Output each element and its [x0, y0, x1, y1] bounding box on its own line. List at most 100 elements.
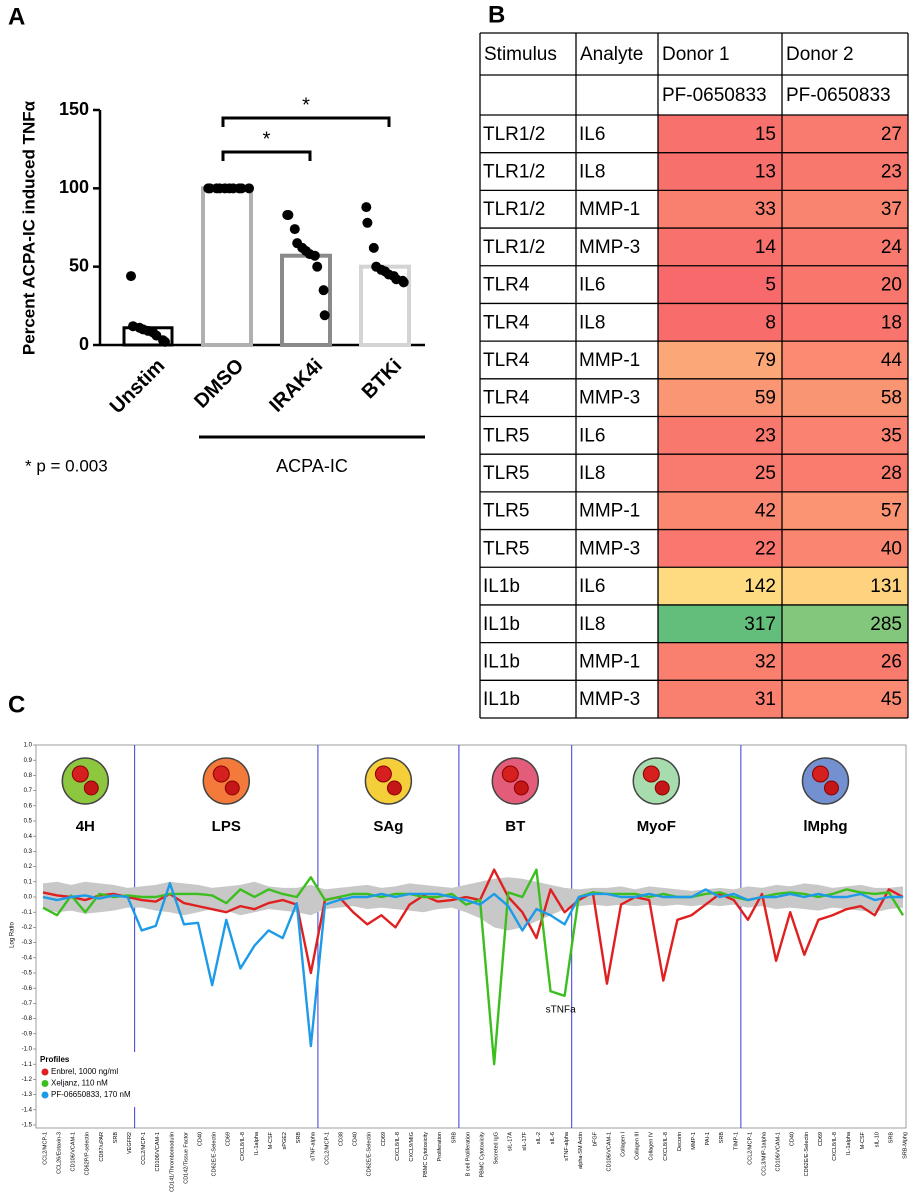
- section-icon-cell: [83, 780, 99, 796]
- data-point: [361, 202, 372, 213]
- y-axis-label: Percent ACPA-IC induced TNFα: [19, 100, 38, 355]
- x-tick-label: CD62E/E-Selectin: [804, 1132, 810, 1176]
- y-tick-label: -0.6: [22, 986, 33, 992]
- legend-swatch: [41, 1091, 49, 1099]
- cell-value: 59: [755, 388, 776, 409]
- x-tick-label: SRB-Mphg: [902, 1132, 908, 1159]
- heat-cell: [782, 303, 908, 342]
- section-icon: [801, 757, 850, 805]
- x-tick-label: SRB: [451, 1132, 457, 1144]
- y-axis-label: Log Ratio: [10, 921, 16, 947]
- cell-text: MMP-3: [579, 538, 640, 559]
- x-tick-label: CXCL8/IL-8: [832, 1132, 838, 1161]
- section-icon: [364, 757, 413, 805]
- column-header: Donor 2: [786, 44, 854, 65]
- y-tick-label: -0.5: [22, 971, 33, 977]
- cell-value: 44: [881, 350, 903, 371]
- data-point: [398, 277, 409, 288]
- x-tick-label: sIL-2: [536, 1132, 542, 1144]
- cell-text: IL1b: [483, 689, 520, 710]
- cell-value: 42: [755, 501, 776, 522]
- data-point: [244, 183, 254, 194]
- data-point: [236, 183, 247, 194]
- data-point: [309, 250, 320, 261]
- cell-value: 8: [765, 312, 776, 333]
- x-tick-label: CCL2/MCP-1: [324, 1132, 330, 1165]
- y-tick-label: 0.9: [24, 758, 33, 764]
- cell-value: 142: [744, 576, 776, 597]
- cell-text: MMP-3: [579, 689, 640, 710]
- x-tick-label: CD106/VCAM-1: [155, 1132, 161, 1171]
- section-label: MyoF: [637, 818, 676, 835]
- x-tick-label: CD141/Thrombomodulin: [169, 1132, 175, 1192]
- cell-value: 32: [755, 651, 776, 672]
- cell-text: MMP-3: [579, 237, 640, 258]
- data-point: [319, 310, 330, 321]
- cell-text: IL8: [579, 162, 605, 183]
- legend-box: [37, 1052, 155, 1107]
- data-point: [126, 271, 136, 282]
- x-tick-label: Decorin: [677, 1132, 683, 1151]
- y-tick-label: 0.8: [24, 773, 33, 779]
- panel-label: C: [8, 691, 25, 718]
- heat-cell: [658, 604, 782, 643]
- section-icon: [61, 757, 110, 805]
- cell-text: TLR5: [483, 425, 529, 446]
- section-icon: [202, 757, 251, 805]
- heat-cell: [658, 265, 782, 304]
- y-tick-label: -0.7: [22, 1001, 33, 1007]
- x-tick-label: CCL2/MCP-1: [747, 1132, 753, 1165]
- y-tick-label: 50: [69, 255, 89, 275]
- cell-text: TLR1/2: [483, 237, 545, 258]
- legend-label: Xeljanz, 110 nM: [51, 1079, 108, 1088]
- section-icon-cell: [224, 780, 240, 796]
- x-tick-label: CXCL9/MIG: [409, 1132, 415, 1162]
- cell-text: TLR5: [483, 538, 529, 559]
- cell-value: 58: [881, 388, 902, 409]
- cell-value: 26: [881, 651, 902, 672]
- panel-label: B: [488, 1, 505, 28]
- cell-value: 40: [881, 538, 902, 559]
- x-tick-label: sTNF-alpha: [310, 1131, 316, 1161]
- x-tick-label: BTKi: [358, 355, 407, 404]
- significance-label: *: [302, 94, 310, 116]
- heat-cell: [782, 604, 908, 643]
- footnote: * p = 0.003: [25, 456, 108, 475]
- legend-title: Profiles: [40, 1055, 70, 1064]
- x-tick-label: CD106/VCAM-1: [71, 1132, 77, 1171]
- x-tick-label: CD69: [381, 1132, 387, 1146]
- cell-value: 25: [755, 463, 776, 484]
- cell-text: IL1b: [483, 614, 520, 635]
- x-tick-label: Collagen I: [620, 1132, 626, 1157]
- cell-value: 24: [881, 237, 903, 258]
- cell-value: 15: [755, 124, 776, 145]
- y-tick-label: 0.5: [24, 819, 33, 825]
- cell-value: 5: [765, 275, 776, 296]
- data-point: [318, 285, 329, 296]
- heat-cell: [782, 567, 908, 605]
- y-tick-label: -1.4: [22, 1107, 33, 1113]
- heat-cell: [658, 491, 782, 530]
- x-tick-label: CCL2/MCP-1: [42, 1132, 48, 1165]
- cell-text: MMP-1: [579, 199, 640, 220]
- x-tick-label: Proliferation: [437, 1132, 443, 1161]
- cell-value: 18: [881, 312, 902, 333]
- x-tick-label: CCL2/MCP-1: [141, 1132, 147, 1165]
- section-icon: [491, 757, 540, 805]
- cell-value: 45: [881, 689, 902, 710]
- y-tick-label: -1.5: [22, 1123, 33, 1129]
- heat-cell: [782, 265, 908, 304]
- heat-cell: [782, 416, 908, 455]
- x-tick-label: CCL3/MIP-1alpha: [761, 1131, 767, 1176]
- x-tick-label: SRB: [296, 1132, 302, 1144]
- section-icon-cell: [501, 765, 519, 783]
- data-point: [312, 261, 323, 272]
- x-tick-label: PAI-1: [705, 1132, 711, 1145]
- bar: [201, 186, 253, 347]
- y-tick-label: -0.8: [22, 1016, 33, 1022]
- x-tick-label: IL-1alpha: [846, 1131, 852, 1155]
- cell-text: TLR1/2: [483, 124, 545, 145]
- cell-value: 22: [755, 538, 776, 559]
- x-tick-label: Unstim: [106, 355, 169, 418]
